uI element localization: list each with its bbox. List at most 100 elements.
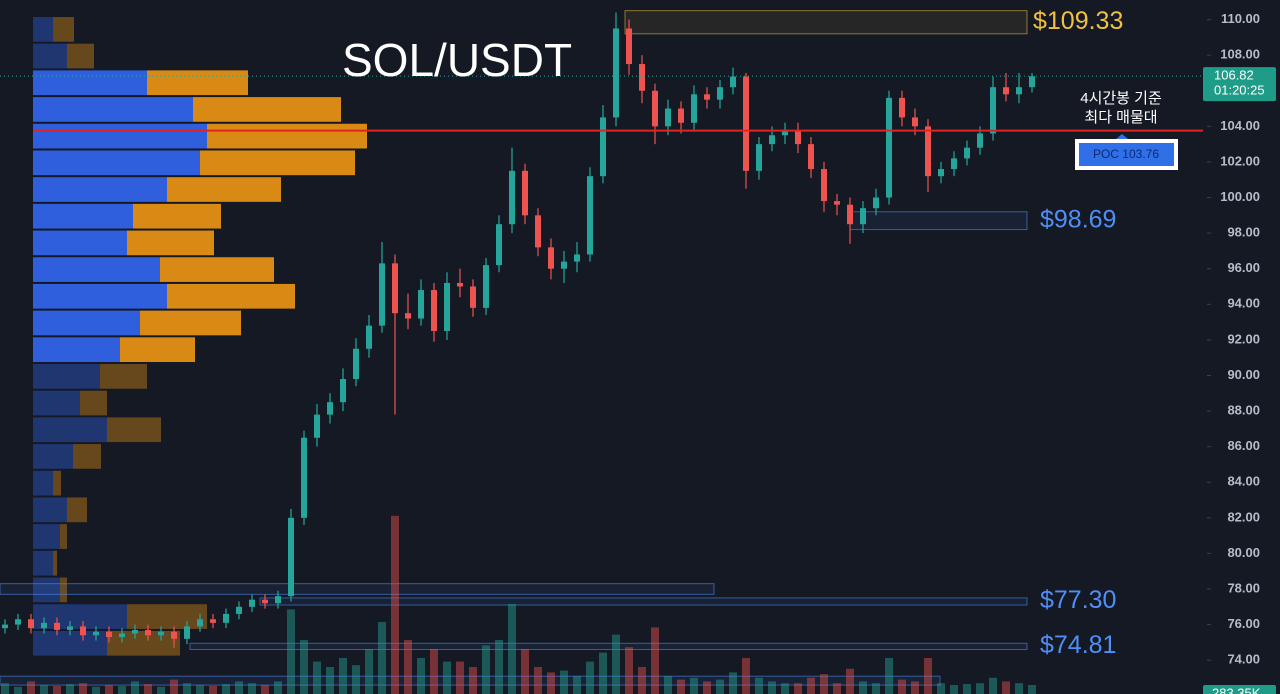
candle-body xyxy=(418,290,424,319)
volume-bar xyxy=(755,677,763,694)
profile-buy xyxy=(33,177,167,202)
candle-body xyxy=(236,606,242,614)
profile-buy xyxy=(33,17,53,42)
volume-bar xyxy=(950,685,958,694)
candle-body xyxy=(249,599,255,607)
candle-body xyxy=(847,204,853,225)
countdown-label: 01:20:25 xyxy=(1214,83,1265,98)
candle-body xyxy=(626,28,632,65)
candles xyxy=(2,12,1035,648)
y-tick-label: 76.00 xyxy=(1227,616,1260,631)
y-tick-label: 84.00 xyxy=(1227,474,1260,489)
candle-body xyxy=(899,97,905,118)
candle-body xyxy=(743,76,749,171)
volume-bar xyxy=(118,685,126,694)
profile-sell xyxy=(207,123,367,149)
volume-bar xyxy=(131,681,139,694)
volume-bar xyxy=(456,661,464,694)
profile-buy xyxy=(33,470,53,496)
candle-body xyxy=(67,626,73,630)
volume-bar xyxy=(66,684,74,694)
y-tick-label: 80.00 xyxy=(1227,545,1260,560)
candle-body xyxy=(392,263,398,314)
price-axis: 74.00 76.00 78.00 80.00 82.00 84.00 86.00 88.00… xyxy=(1203,11,1276,694)
candle-body xyxy=(925,126,931,177)
volume-bar xyxy=(1,683,9,694)
y-tick-label: 74.00 xyxy=(1227,652,1260,667)
volume-bar xyxy=(27,681,35,694)
profile-sell xyxy=(80,390,107,416)
poc-note: 4시간봉 기준 xyxy=(1080,90,1162,107)
candle-body xyxy=(860,208,866,225)
volume-bar xyxy=(1015,683,1023,694)
volume-bar xyxy=(651,627,659,694)
candle-body xyxy=(366,325,372,349)
candle-body xyxy=(639,64,645,91)
volume-bar xyxy=(469,667,477,694)
candle-body xyxy=(821,169,827,202)
poc-box xyxy=(1079,143,1174,166)
candle-body xyxy=(54,622,60,630)
volume-bar xyxy=(495,640,503,694)
volume-bar xyxy=(365,649,373,694)
profile-buy xyxy=(33,150,200,176)
profile-buy xyxy=(33,337,120,363)
volume-bar xyxy=(183,683,191,694)
profile-sell xyxy=(53,550,57,576)
profile-buy xyxy=(33,550,53,576)
volume-bar xyxy=(937,683,945,694)
candle-body xyxy=(808,144,814,170)
candle-body xyxy=(769,135,775,145)
level-label: $109.33 xyxy=(1033,7,1123,35)
volume-bar xyxy=(794,683,802,694)
candle-body xyxy=(262,599,268,604)
candle-body xyxy=(1029,76,1035,88)
volume-bar xyxy=(417,658,425,694)
volume-bar xyxy=(612,634,620,694)
level-label: $74.81 xyxy=(1040,631,1116,659)
profile-buy xyxy=(33,70,147,96)
volume-bar xyxy=(105,685,113,694)
candle-body xyxy=(964,147,970,159)
volume-bar xyxy=(326,667,334,694)
volume-bar xyxy=(742,658,750,694)
candle-body xyxy=(2,624,8,629)
volume-bar xyxy=(677,679,685,694)
last-price-tag xyxy=(1203,67,1276,102)
candle-body xyxy=(977,133,983,148)
volume-bar xyxy=(859,681,867,694)
profile-sell xyxy=(100,364,147,389)
candle-body xyxy=(314,414,320,438)
level-zones xyxy=(0,10,1028,686)
volume-last-label: 283.35K xyxy=(1212,685,1261,694)
volume-bar xyxy=(638,667,646,694)
poc-note: 최다 매물대 xyxy=(1084,109,1157,126)
volume-bar xyxy=(261,685,269,694)
volume-bar xyxy=(768,681,776,694)
profile-buy xyxy=(33,97,193,122)
volume-bar xyxy=(79,683,87,694)
volume-bar xyxy=(339,658,347,694)
candle-body xyxy=(444,282,450,331)
volume-bar xyxy=(157,686,165,694)
y-tick-label: 104.00 xyxy=(1220,118,1260,133)
y-tick-label: 90.00 xyxy=(1227,367,1260,382)
candle-body xyxy=(613,28,619,118)
profile-sell xyxy=(193,97,341,122)
profile-sell xyxy=(127,604,207,629)
candle-body xyxy=(119,633,125,638)
candle-body xyxy=(574,254,580,262)
level-label: $77.30 xyxy=(1040,586,1116,614)
volume-bar xyxy=(625,647,633,694)
candle-body xyxy=(795,129,801,145)
profile-sell xyxy=(60,524,67,549)
candle-body xyxy=(171,631,177,639)
candle-body xyxy=(41,622,47,629)
profile-sell xyxy=(67,497,87,523)
profile-sell xyxy=(73,444,101,469)
profile-buy xyxy=(33,283,167,309)
volume-bar xyxy=(664,676,672,694)
volume-bar xyxy=(911,681,919,694)
